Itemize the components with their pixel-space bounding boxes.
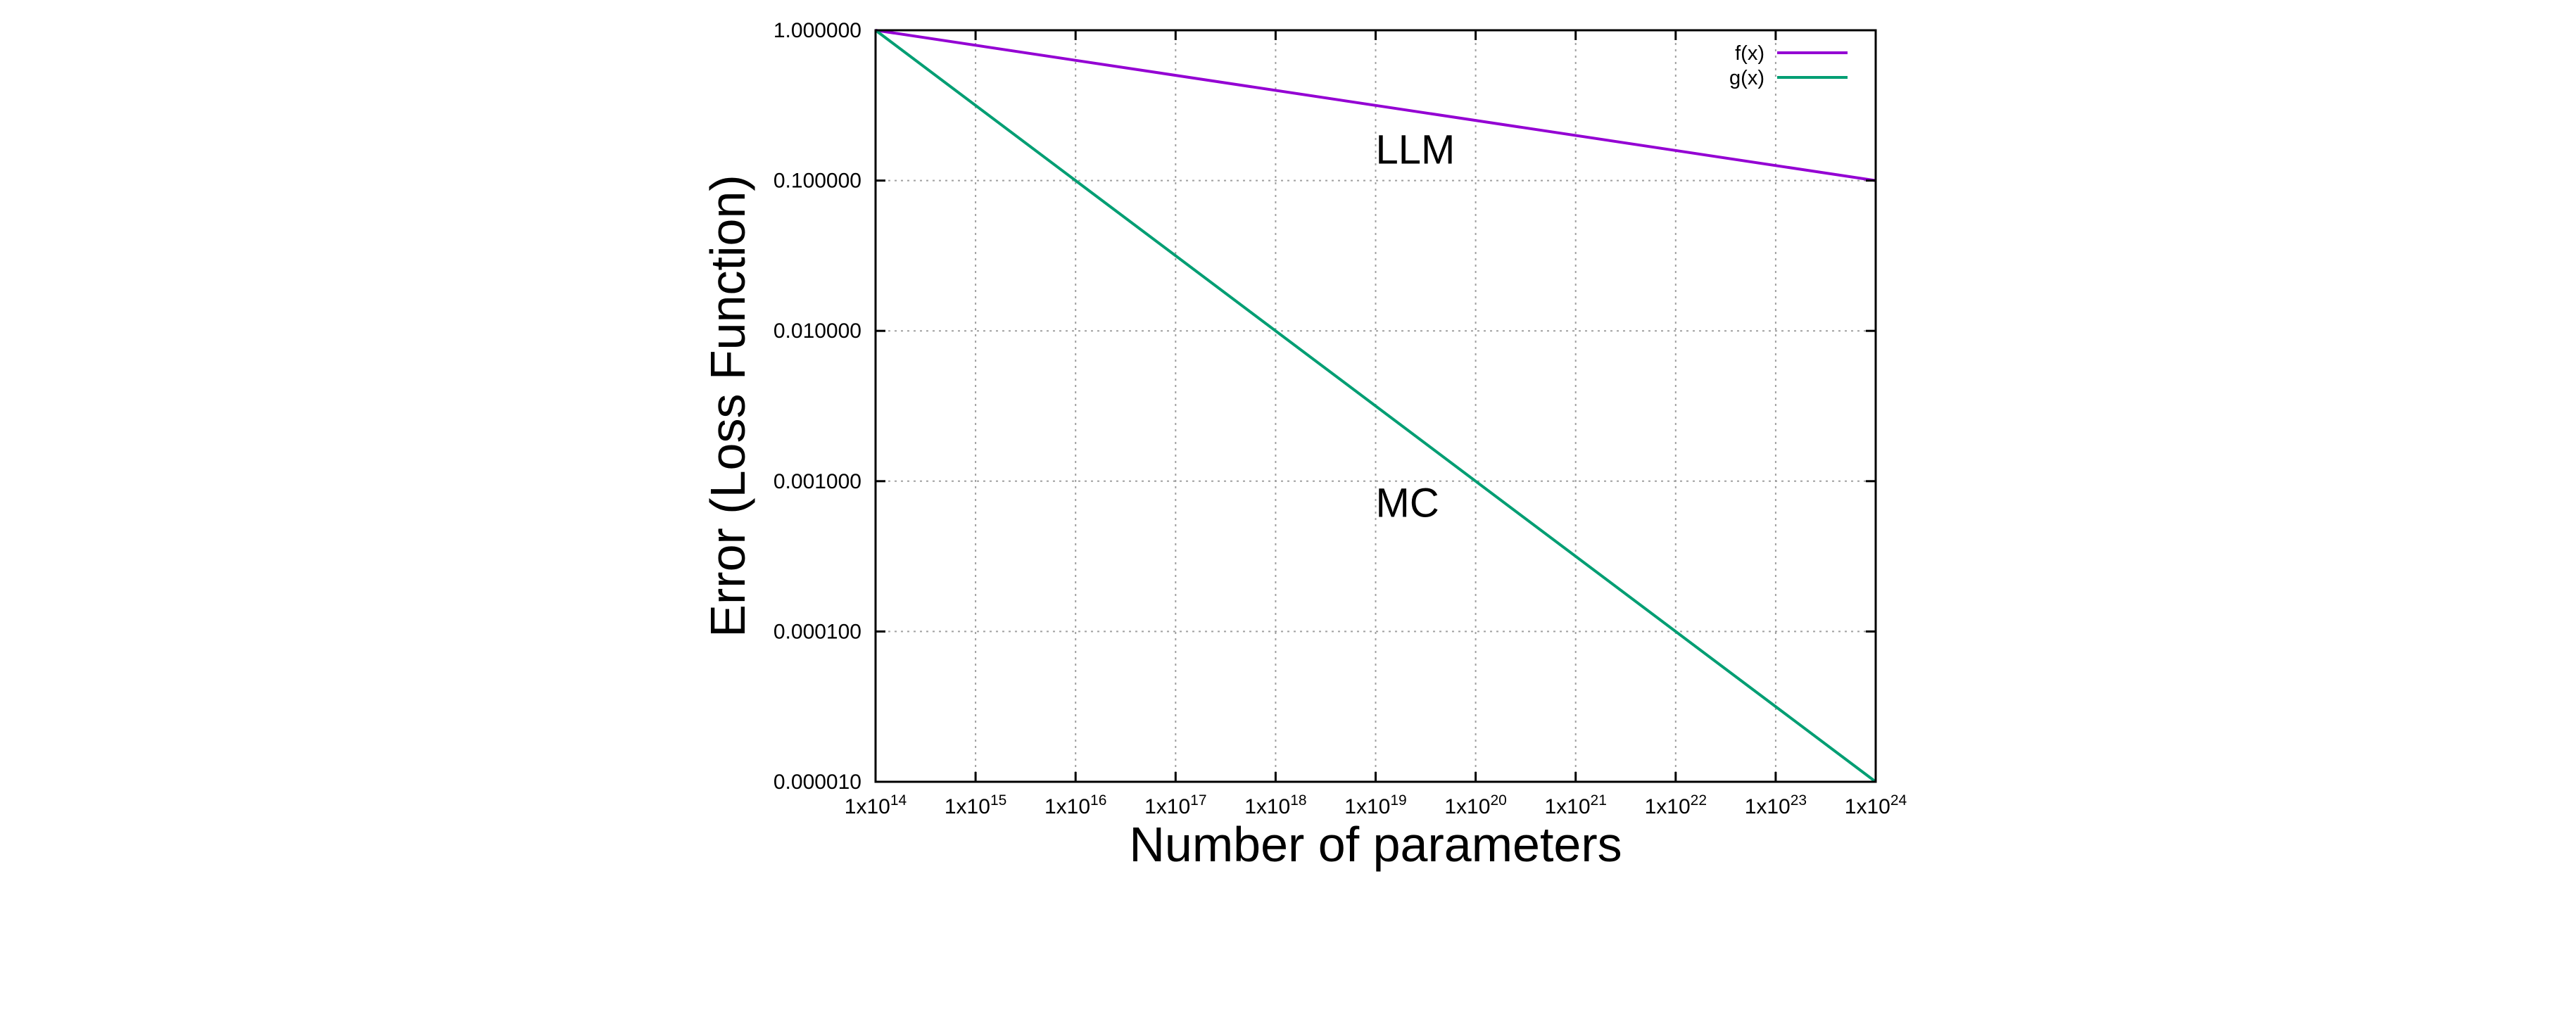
x-tick-label: 1x1021 <box>1544 792 1606 818</box>
series-line <box>875 29 1876 182</box>
y-tick-label: 0.010000 <box>774 319 861 343</box>
x-tick-label: 1x1018 <box>1244 792 1306 818</box>
x-tick-label: 1x1022 <box>1645 792 1707 818</box>
y-axis-title: Error (Loss Function) <box>700 175 755 637</box>
x-tick-label: 1x1014 <box>845 792 907 818</box>
annotation-label: MC <box>1376 480 1439 526</box>
y-tick-label: 0.000100 <box>774 620 861 643</box>
series-line <box>874 29 1877 783</box>
y-tick-label: 0.001000 <box>774 470 861 493</box>
legend-label: g(x) <box>1729 67 1764 89</box>
legend-label: f(x) <box>1735 42 1764 65</box>
x-tick-label: 1x1019 <box>1344 792 1406 818</box>
x-tick-label: 1x1024 <box>1845 792 1907 818</box>
axis-ticks: 1x1014 1x1015 1x1016 1x1017 1x1018 1x1019 1x10… <box>774 19 1907 818</box>
y-tick-label: 1.000000 <box>774 19 861 42</box>
x-tick-label: 1x1017 <box>1144 792 1206 818</box>
x-tick-label: 1x1015 <box>945 792 1006 818</box>
x-tick-label: 1x1020 <box>1444 792 1506 818</box>
annotation-label: LLM <box>1376 127 1456 172</box>
y-tick-label: 0.000010 <box>774 771 861 794</box>
annotations: LLM MC <box>1376 127 1456 526</box>
y-tick-label: 0.100000 <box>774 170 861 193</box>
x-tick-label: 1x1023 <box>1745 792 1807 818</box>
x-axis-title: Number of parameters <box>1129 817 1622 872</box>
x-tick-label: 1x1016 <box>1044 792 1106 818</box>
series-lines <box>874 29 1877 783</box>
grid-lines <box>876 30 1876 782</box>
legend: f(x)g(x) <box>1729 42 1848 89</box>
